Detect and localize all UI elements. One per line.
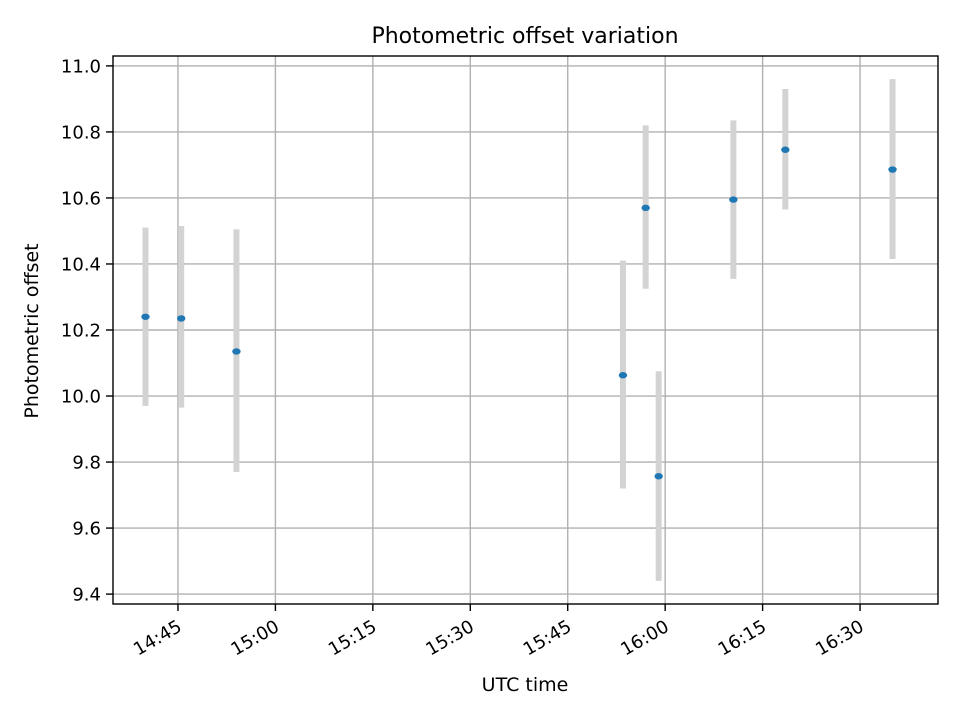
y-axis-ticks: 9.4 9.6 9.8 10.0 10.2 10.4 10.6 10.8 11.0: [61, 56, 113, 606]
data-point: [141, 313, 150, 320]
y-tick-label: 10.0: [61, 387, 101, 408]
x-axis-label: UTC time: [482, 674, 569, 696]
data-point: [232, 348, 241, 355]
x-tick-label: 16:30: [812, 616, 867, 660]
data-point: [654, 473, 663, 480]
data-point: [618, 372, 628, 379]
y-tick-label: 10.2: [61, 321, 101, 342]
y-tick-label: 10.4: [61, 254, 101, 275]
y-tick-label: 9.4: [72, 585, 101, 606]
y-tick-label: 9.8: [72, 453, 101, 474]
y-tick-label: 10.8: [61, 122, 101, 143]
x-tick-label: 15:00: [227, 616, 282, 660]
data-point: [888, 166, 897, 173]
x-axis-ticks: 14:45 15:00 15:15 15:30 15:45 16:00 16:15 16:30: [130, 604, 868, 660]
data-point: [781, 146, 790, 153]
y-tick-label: 11.0: [61, 56, 101, 77]
y-axis-label: Photometric offset: [21, 243, 43, 418]
x-tick-label: 15:30: [422, 616, 477, 660]
x-tick-label: 16:15: [715, 616, 770, 660]
x-tick-label: 16:00: [617, 616, 672, 660]
data-point: [641, 204, 650, 212]
chart-title: Photometric offset variation: [371, 24, 678, 49]
x-tick-label: 14:45: [130, 616, 185, 660]
data-point: [177, 315, 186, 322]
x-tick-label: 15:15: [325, 616, 380, 660]
data-points: [141, 146, 897, 480]
x-tick-label: 15:45: [520, 616, 575, 660]
grid: [113, 56, 938, 604]
y-tick-label: 9.6: [72, 519, 101, 540]
y-tick-label: 10.6: [61, 188, 101, 209]
data-point: [729, 196, 738, 203]
